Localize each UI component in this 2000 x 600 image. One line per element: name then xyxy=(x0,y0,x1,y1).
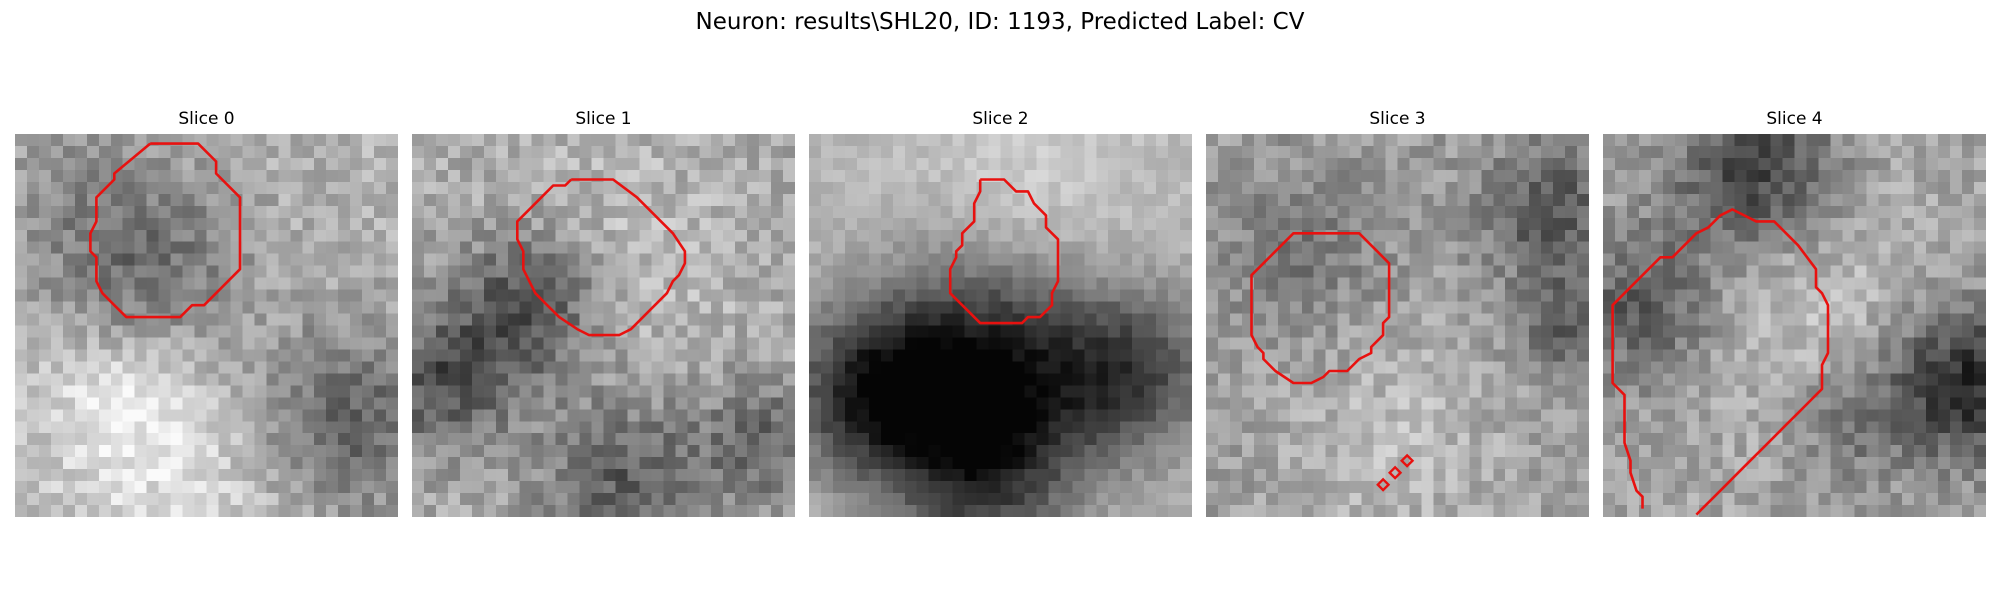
contour-marker xyxy=(1399,453,1415,468)
slice-1-contour xyxy=(516,178,687,337)
slice-3-image xyxy=(1206,134,1589,517)
slice-0-contour xyxy=(89,142,242,319)
slice-2-svg xyxy=(809,134,1192,517)
figure-title: Neuron: results\SHL20, ID: 1193, Predict… xyxy=(695,9,1305,35)
slice-0-svg xyxy=(15,134,398,517)
slice-2-contour xyxy=(948,178,1060,325)
slice-4-contour xyxy=(1611,208,1830,516)
slice-1-svg xyxy=(412,134,795,517)
slice-1-title: Slice 1 xyxy=(575,109,632,129)
contour-marker xyxy=(1388,465,1403,480)
slice-0-image xyxy=(15,134,398,517)
slice-2-title: Slice 2 xyxy=(972,109,1029,129)
slice-2-image xyxy=(809,134,1192,517)
contour-marker xyxy=(1376,477,1391,492)
slice-4-title: Slice 4 xyxy=(1766,109,1823,129)
slice-1-image xyxy=(412,134,795,517)
slice-3-svg xyxy=(1206,134,1589,517)
slice-3-title: Slice 3 xyxy=(1369,109,1426,129)
slice-4-image xyxy=(1603,134,1986,517)
slice-4-svg xyxy=(1603,134,1986,517)
slice-0-title: Slice 0 xyxy=(178,109,235,129)
slice-3-contour xyxy=(1250,232,1415,492)
